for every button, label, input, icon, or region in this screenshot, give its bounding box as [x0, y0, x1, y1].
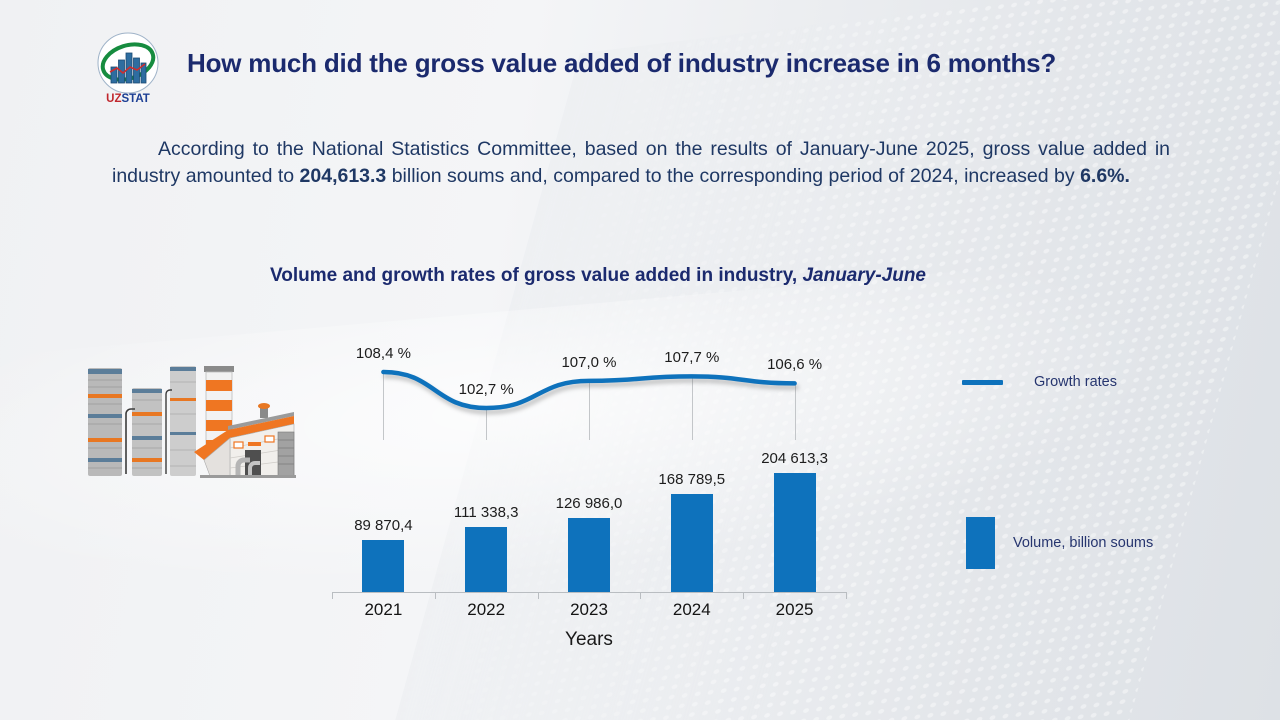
logo-trend-line-icon	[109, 63, 146, 75]
factory-building-icon	[194, 403, 296, 478]
bar	[773, 473, 816, 592]
line-value-label: 102,7 %	[458, 381, 514, 398]
intro-paragraph: According to the National Statistics Com…	[112, 136, 1170, 190]
growth-line-series	[381, 369, 797, 411]
x-axis-category-label: 2021	[364, 600, 403, 619]
legend-item-volume: Volume, billion soums	[966, 517, 1153, 569]
bar-value-label: 204 613,3	[761, 450, 828, 467]
dropline	[794, 383, 796, 440]
x-axis-tick	[434, 592, 436, 599]
chart-title-period: January-June	[797, 265, 926, 286]
growth-line-path	[381, 369, 797, 411]
intro-text-2: billion soums and, compared to the corre…	[386, 165, 1081, 187]
uzstat-logo: UZSTAT	[97, 32, 159, 105]
x-axis-line	[332, 592, 846, 593]
bar-swatch-icon	[966, 517, 995, 569]
bar	[670, 493, 713, 592]
factory-tower-middle-icon	[125, 388, 162, 476]
line-value-label: 106,6 %	[767, 356, 823, 374]
page-title: How much did the gross value added of in…	[187, 48, 1057, 78]
bar-value-label: 126 986,0	[555, 495, 623, 513]
x-axis-category-label: 2023	[570, 600, 608, 619]
line-value-label: 108,4 %	[355, 345, 411, 362]
bar-value-label: 168 789,5	[658, 470, 726, 488]
intro-text-1: According to the National Statistics Com…	[112, 138, 1170, 187]
line-value-label: 107,7 %	[664, 349, 720, 367]
bar	[362, 539, 405, 592]
logo-green-swoosh	[100, 42, 156, 82]
dropline	[691, 376, 693, 440]
x-axis-tick	[743, 592, 745, 599]
dropline	[383, 372, 385, 440]
factory-tower-slim-icon	[165, 366, 196, 476]
dropline	[486, 408, 488, 440]
x-axis-category-label: 2025	[775, 600, 814, 619]
x-axis-title: Years	[565, 629, 613, 650]
legend-label-volume: Volume, billion soums	[1013, 535, 1154, 551]
x-axis-tick	[537, 592, 539, 599]
x-axis-tick	[332, 592, 333, 599]
legend-item-growth-rates: Growth rates	[962, 374, 1117, 390]
line-value-label: 107,0 %	[561, 353, 617, 371]
combo-chart: 108,4 % 89 870,4 102,7 % 111 338,3 107,0 % 12…	[330, 330, 880, 670]
bar-value-label: 89 870,4	[354, 516, 413, 534]
legend-label-growth-rates: Growth rates	[1034, 374, 1117, 390]
x-axis-tick	[640, 592, 642, 599]
intro-value-growth: 6.6%.	[1080, 165, 1130, 187]
intro-value-volume: 204,613.3	[299, 165, 387, 187]
line-swatch-icon	[962, 379, 1003, 385]
x-axis-category-label: 2022	[467, 600, 506, 619]
dropline	[589, 380, 590, 440]
factory-illustration	[88, 366, 296, 478]
chart-title: Volume and growth rates of gross value a…	[178, 265, 1018, 287]
logo-wordmark: UZSTAT	[106, 93, 150, 105]
bar-value-label: 111 338,3	[453, 504, 519, 522]
bar	[568, 518, 610, 592]
x-axis-tick	[846, 592, 847, 599]
chart-title-main: Volume and growth rates of gross value a…	[270, 265, 798, 286]
factory-tower-left-icon	[88, 368, 122, 476]
bar	[465, 527, 508, 592]
x-axis-category-label: 2024	[672, 600, 711, 619]
